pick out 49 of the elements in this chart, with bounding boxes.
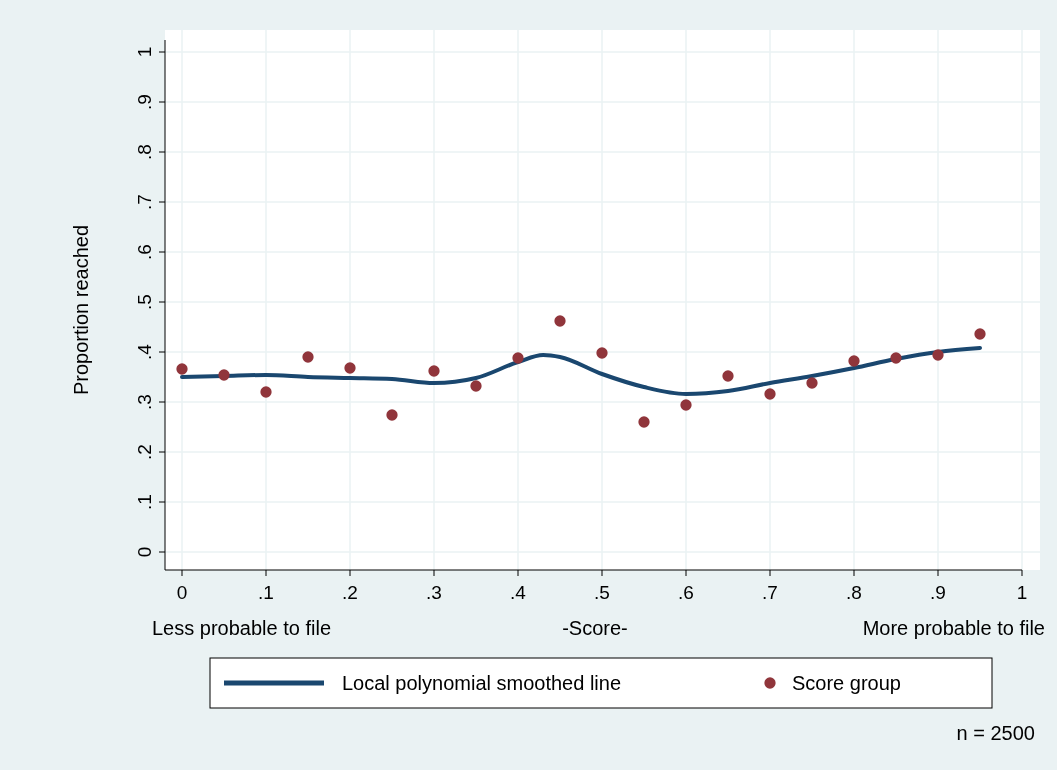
x-tick-label: .7	[762, 582, 778, 603]
point	[764, 388, 776, 400]
y-tick-label: .1	[134, 494, 155, 510]
y-tick-label: .9	[134, 94, 155, 110]
point	[722, 370, 734, 382]
point	[974, 328, 986, 340]
y-tick-label: .7	[134, 194, 155, 210]
point	[218, 369, 230, 381]
point	[596, 347, 608, 359]
text: n = 2500	[956, 722, 1035, 744]
y-tick-label: .8	[134, 144, 155, 160]
point	[680, 399, 692, 411]
y-tick-label: .4	[134, 343, 155, 360]
text: Less probable to file	[152, 617, 332, 639]
y-axis-title: Proportion reached	[70, 224, 92, 396]
point	[806, 377, 818, 389]
y-tick-label: 0	[134, 546, 155, 558]
x-tick-label: .9	[930, 582, 946, 603]
legend-label: Local polynomial smoothed line	[342, 672, 622, 694]
y-tick-label: .6	[134, 244, 155, 260]
x-axis-title: -Score-	[562, 617, 628, 639]
point	[176, 363, 188, 375]
point	[890, 352, 902, 364]
point	[932, 349, 944, 361]
point	[512, 352, 524, 364]
x-tick-label: .5	[594, 582, 610, 603]
point	[470, 380, 482, 392]
y-tick-label: .2	[134, 444, 155, 460]
text: More probable to file	[862, 617, 1045, 639]
point	[428, 365, 440, 377]
point	[302, 351, 314, 363]
x-tick-label: .1	[258, 582, 274, 603]
y-tick-label: 1	[134, 46, 155, 58]
point	[848, 355, 860, 367]
x-tick-label: .6	[678, 582, 694, 603]
x-tick-label: .3	[426, 582, 442, 603]
y-tick-label: .3	[134, 394, 155, 410]
y-tick-label: .5	[134, 294, 155, 310]
point	[344, 362, 356, 374]
point	[638, 416, 650, 428]
legend-label: Score group	[792, 672, 901, 694]
x-tick-label: 1	[1016, 582, 1028, 603]
x-tick-label: .8	[846, 582, 862, 603]
x-tick-label: 0	[176, 582, 188, 603]
point	[386, 409, 398, 421]
point	[260, 386, 272, 398]
x-tick-label: .2	[342, 582, 358, 603]
point	[554, 315, 566, 327]
x-tick-label: .4	[510, 582, 527, 603]
